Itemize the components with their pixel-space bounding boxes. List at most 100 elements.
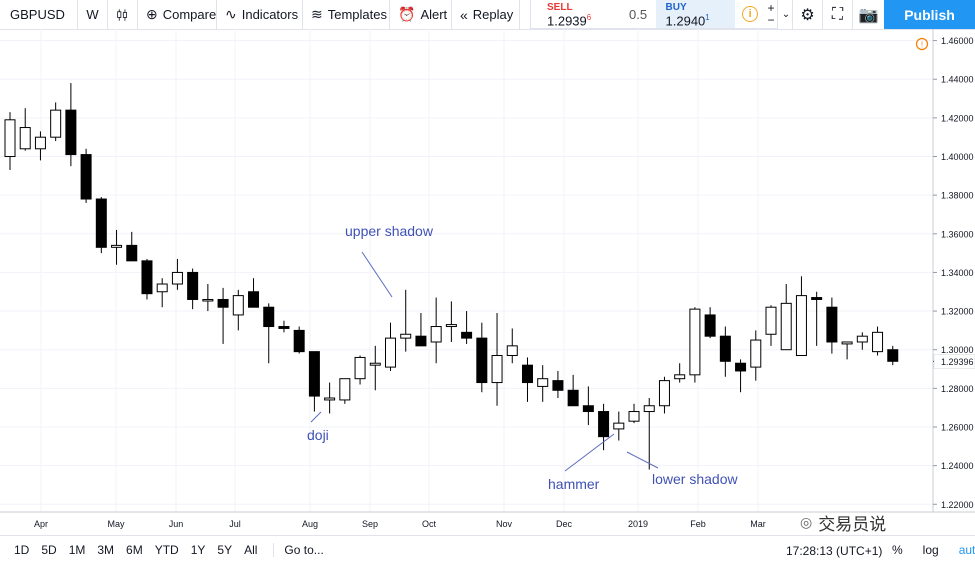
wechat-icon: ◎ xyxy=(800,514,813,530)
candle-body-down xyxy=(811,297,823,300)
candle xyxy=(339,378,351,404)
minus-icon[interactable]: − xyxy=(767,13,775,27)
candle-body-down xyxy=(704,314,716,337)
candle xyxy=(750,330,762,381)
candle xyxy=(34,131,46,161)
candle xyxy=(111,229,123,265)
chart-alert-marker[interactable]: ! xyxy=(915,37,929,51)
log-toggle[interactable]: log xyxy=(922,543,939,557)
x-tick-label: Mar xyxy=(750,519,766,529)
candle-body-down xyxy=(552,380,564,391)
candle-body-up xyxy=(872,331,884,353)
range-5y[interactable]: 5Y xyxy=(217,543,233,557)
spread-value: 0.5 xyxy=(629,7,648,22)
candle-body-up xyxy=(537,378,549,387)
candle-body-up xyxy=(658,380,670,407)
chevron-down-icon: ⌄ xyxy=(781,9,791,20)
fullscreen-button[interactable]: ⛶ xyxy=(822,0,852,29)
range-1y[interactable]: 1Y xyxy=(190,543,206,557)
candle xyxy=(324,382,336,414)
x-tick-label: 2019 xyxy=(628,519,648,529)
alert-button[interactable]: ⏰ Alert xyxy=(390,0,452,29)
x-tick-label: Nov xyxy=(496,519,513,529)
x-tick-label: May xyxy=(107,519,125,529)
quantity-stepper[interactable]: + − xyxy=(765,0,777,28)
indicators-label: Indicators xyxy=(241,7,299,22)
replay-button[interactable]: « Replay xyxy=(452,0,520,29)
candle xyxy=(354,355,366,385)
range-buttons: 1D 5D 1M 3M 6M YTD 1Y 5Y All xyxy=(8,543,263,557)
candle-body-up xyxy=(430,326,442,343)
scale-options: % log auto xyxy=(880,536,975,564)
sell-button[interactable]: SELL 1.29396 xyxy=(531,0,621,28)
candle-body-up xyxy=(841,341,853,345)
candle xyxy=(643,398,655,470)
trade-info-button[interactable]: i xyxy=(735,0,765,28)
candle xyxy=(217,287,229,344)
chart-style-button[interactable] xyxy=(108,0,138,29)
top-toolbar: GBPUSD W ⊕ Compare ∿ Indicators ≋ Templates… xyxy=(0,0,975,30)
interval-label: W xyxy=(86,7,99,22)
templates-label: Templates xyxy=(327,7,387,22)
interval-button[interactable]: W xyxy=(78,0,108,29)
candle xyxy=(415,313,427,347)
dropdown-button[interactable]: ⌄ xyxy=(780,0,792,29)
watermark-text: 交易员说 xyxy=(818,515,887,534)
y-tick-label: 1.38000 xyxy=(941,191,974,201)
percent-toggle[interactable]: % xyxy=(892,543,903,557)
templates-icon: ≋ xyxy=(311,6,323,22)
templates-button[interactable]: ≋ Templates xyxy=(303,0,390,29)
candle-body-down xyxy=(278,326,290,329)
buy-button[interactable]: BUY 1.29401 xyxy=(655,0,736,28)
range-1m[interactable]: 1M xyxy=(68,543,86,557)
candle-body-down xyxy=(293,329,305,353)
x-tick-label: Aug xyxy=(302,519,318,529)
candle xyxy=(430,297,442,364)
candle xyxy=(476,322,488,393)
candle xyxy=(171,258,183,290)
candles-icon xyxy=(117,8,127,21)
snapshot-button[interactable]: 📷 xyxy=(852,0,884,29)
plus-icon[interactable]: + xyxy=(767,1,775,15)
candle xyxy=(248,278,260,308)
auto-toggle[interactable]: auto xyxy=(958,543,975,557)
range-5d[interactable]: 5D xyxy=(41,543,57,557)
candle-body-up xyxy=(780,302,792,351)
candle-body-up xyxy=(19,127,31,150)
settings-button[interactable]: ⚙ xyxy=(792,0,822,29)
range-all[interactable]: All xyxy=(244,543,258,557)
candle-body-down xyxy=(598,411,610,438)
lower-shadow-pointer xyxy=(626,451,659,469)
candle-body-up xyxy=(689,308,701,376)
range-ytd[interactable]: YTD xyxy=(154,543,179,557)
candle xyxy=(385,322,396,371)
candle-body-up xyxy=(674,374,686,380)
range-1d[interactable]: 1D xyxy=(14,543,30,557)
candle-body-up xyxy=(491,355,503,384)
candle xyxy=(126,231,138,262)
x-tick-label: Jul xyxy=(229,519,241,529)
candle-body-down xyxy=(826,306,838,343)
price-chart[interactable]: 1.46000 1.44000 1.42000 1.40000 1.38000 1.360… xyxy=(0,29,975,535)
candle xyxy=(65,83,77,167)
range-3m[interactable]: 3M xyxy=(97,543,115,557)
indicators-button[interactable]: ∿ Indicators xyxy=(217,0,303,29)
candle-body-up xyxy=(232,295,244,316)
candle-body-up xyxy=(369,362,381,366)
symbol-search[interactable]: GBPUSD xyxy=(0,0,78,29)
candle xyxy=(795,276,807,357)
right-tools: ⌄ ⚙ ⛶ 📷 xyxy=(780,0,884,29)
candle xyxy=(780,284,792,351)
indicator-icon: ∿ xyxy=(225,6,237,22)
compare-button[interactable]: ⊕ Compare xyxy=(138,0,217,29)
candle-body-up xyxy=(339,378,351,401)
range-6m[interactable]: 6M xyxy=(126,543,143,557)
candle xyxy=(141,258,153,300)
current-price-label: 1.29396 xyxy=(941,357,974,367)
svg-text:!: ! xyxy=(921,41,923,50)
buy-label: BUY xyxy=(665,2,687,13)
goto-button[interactable]: Go to... xyxy=(273,543,324,557)
sell-price: 1.29396 xyxy=(547,13,592,29)
publish-button[interactable]: Publish xyxy=(884,0,975,29)
candle-body-down xyxy=(65,109,77,156)
